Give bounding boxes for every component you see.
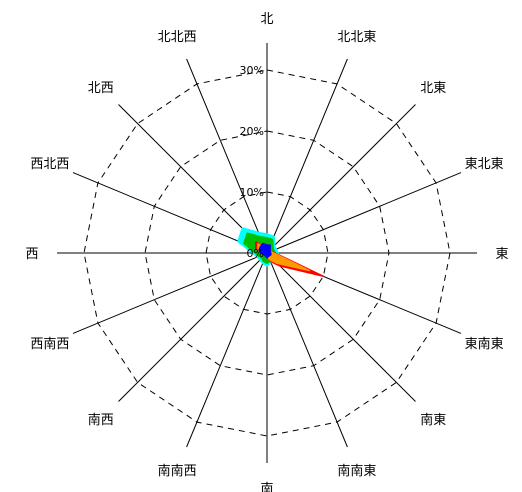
grid-ring-30 <box>83 69 451 437</box>
direction-label-0: 北 <box>260 12 273 27</box>
direction-label-7: 南南東 <box>337 463 376 479</box>
direction-label-5: 東南東 <box>465 336 504 352</box>
grid-ring-20 <box>144 130 390 376</box>
radial-tick-label-2: 20% <box>240 125 264 138</box>
direction-label-12: 西 <box>25 247 38 262</box>
chart-grid <box>57 43 477 463</box>
spoke-1 <box>266 58 348 254</box>
radial-tick-label-1: 10% <box>240 186 264 199</box>
direction-label-3: 東北東 <box>465 156 504 172</box>
spoke-11 <box>72 252 268 334</box>
spoke-15 <box>186 58 268 254</box>
direction-label-2: 北東 <box>420 80 446 96</box>
radial-tick-label-0: 0% <box>247 247 264 260</box>
direction-label-6: 南東 <box>420 412 446 428</box>
spoke-10 <box>118 252 268 402</box>
direction-label-11: 西南西 <box>30 336 69 352</box>
direction-label-8: 南 <box>260 481 273 492</box>
direction-label-1: 北北東 <box>337 29 376 45</box>
direction-label-10: 南西 <box>88 412 114 428</box>
spoke-13 <box>72 172 268 254</box>
spoke-3 <box>266 172 462 254</box>
spoke-7 <box>266 252 348 448</box>
spoke-9 <box>186 252 268 448</box>
direction-label-15: 北北西 <box>158 30 197 45</box>
radial-tick-label-3: 30% <box>240 64 264 77</box>
spoke-6 <box>266 252 416 402</box>
direction-label-4: 東 <box>495 246 508 262</box>
series-4 <box>258 242 272 259</box>
direction-label-14: 北西 <box>88 81 114 96</box>
spoke-2 <box>266 104 416 254</box>
direction-label-13: 西北西 <box>30 157 69 172</box>
direction-label-9: 南南西 <box>158 463 197 479</box>
chart-series <box>237 227 325 278</box>
